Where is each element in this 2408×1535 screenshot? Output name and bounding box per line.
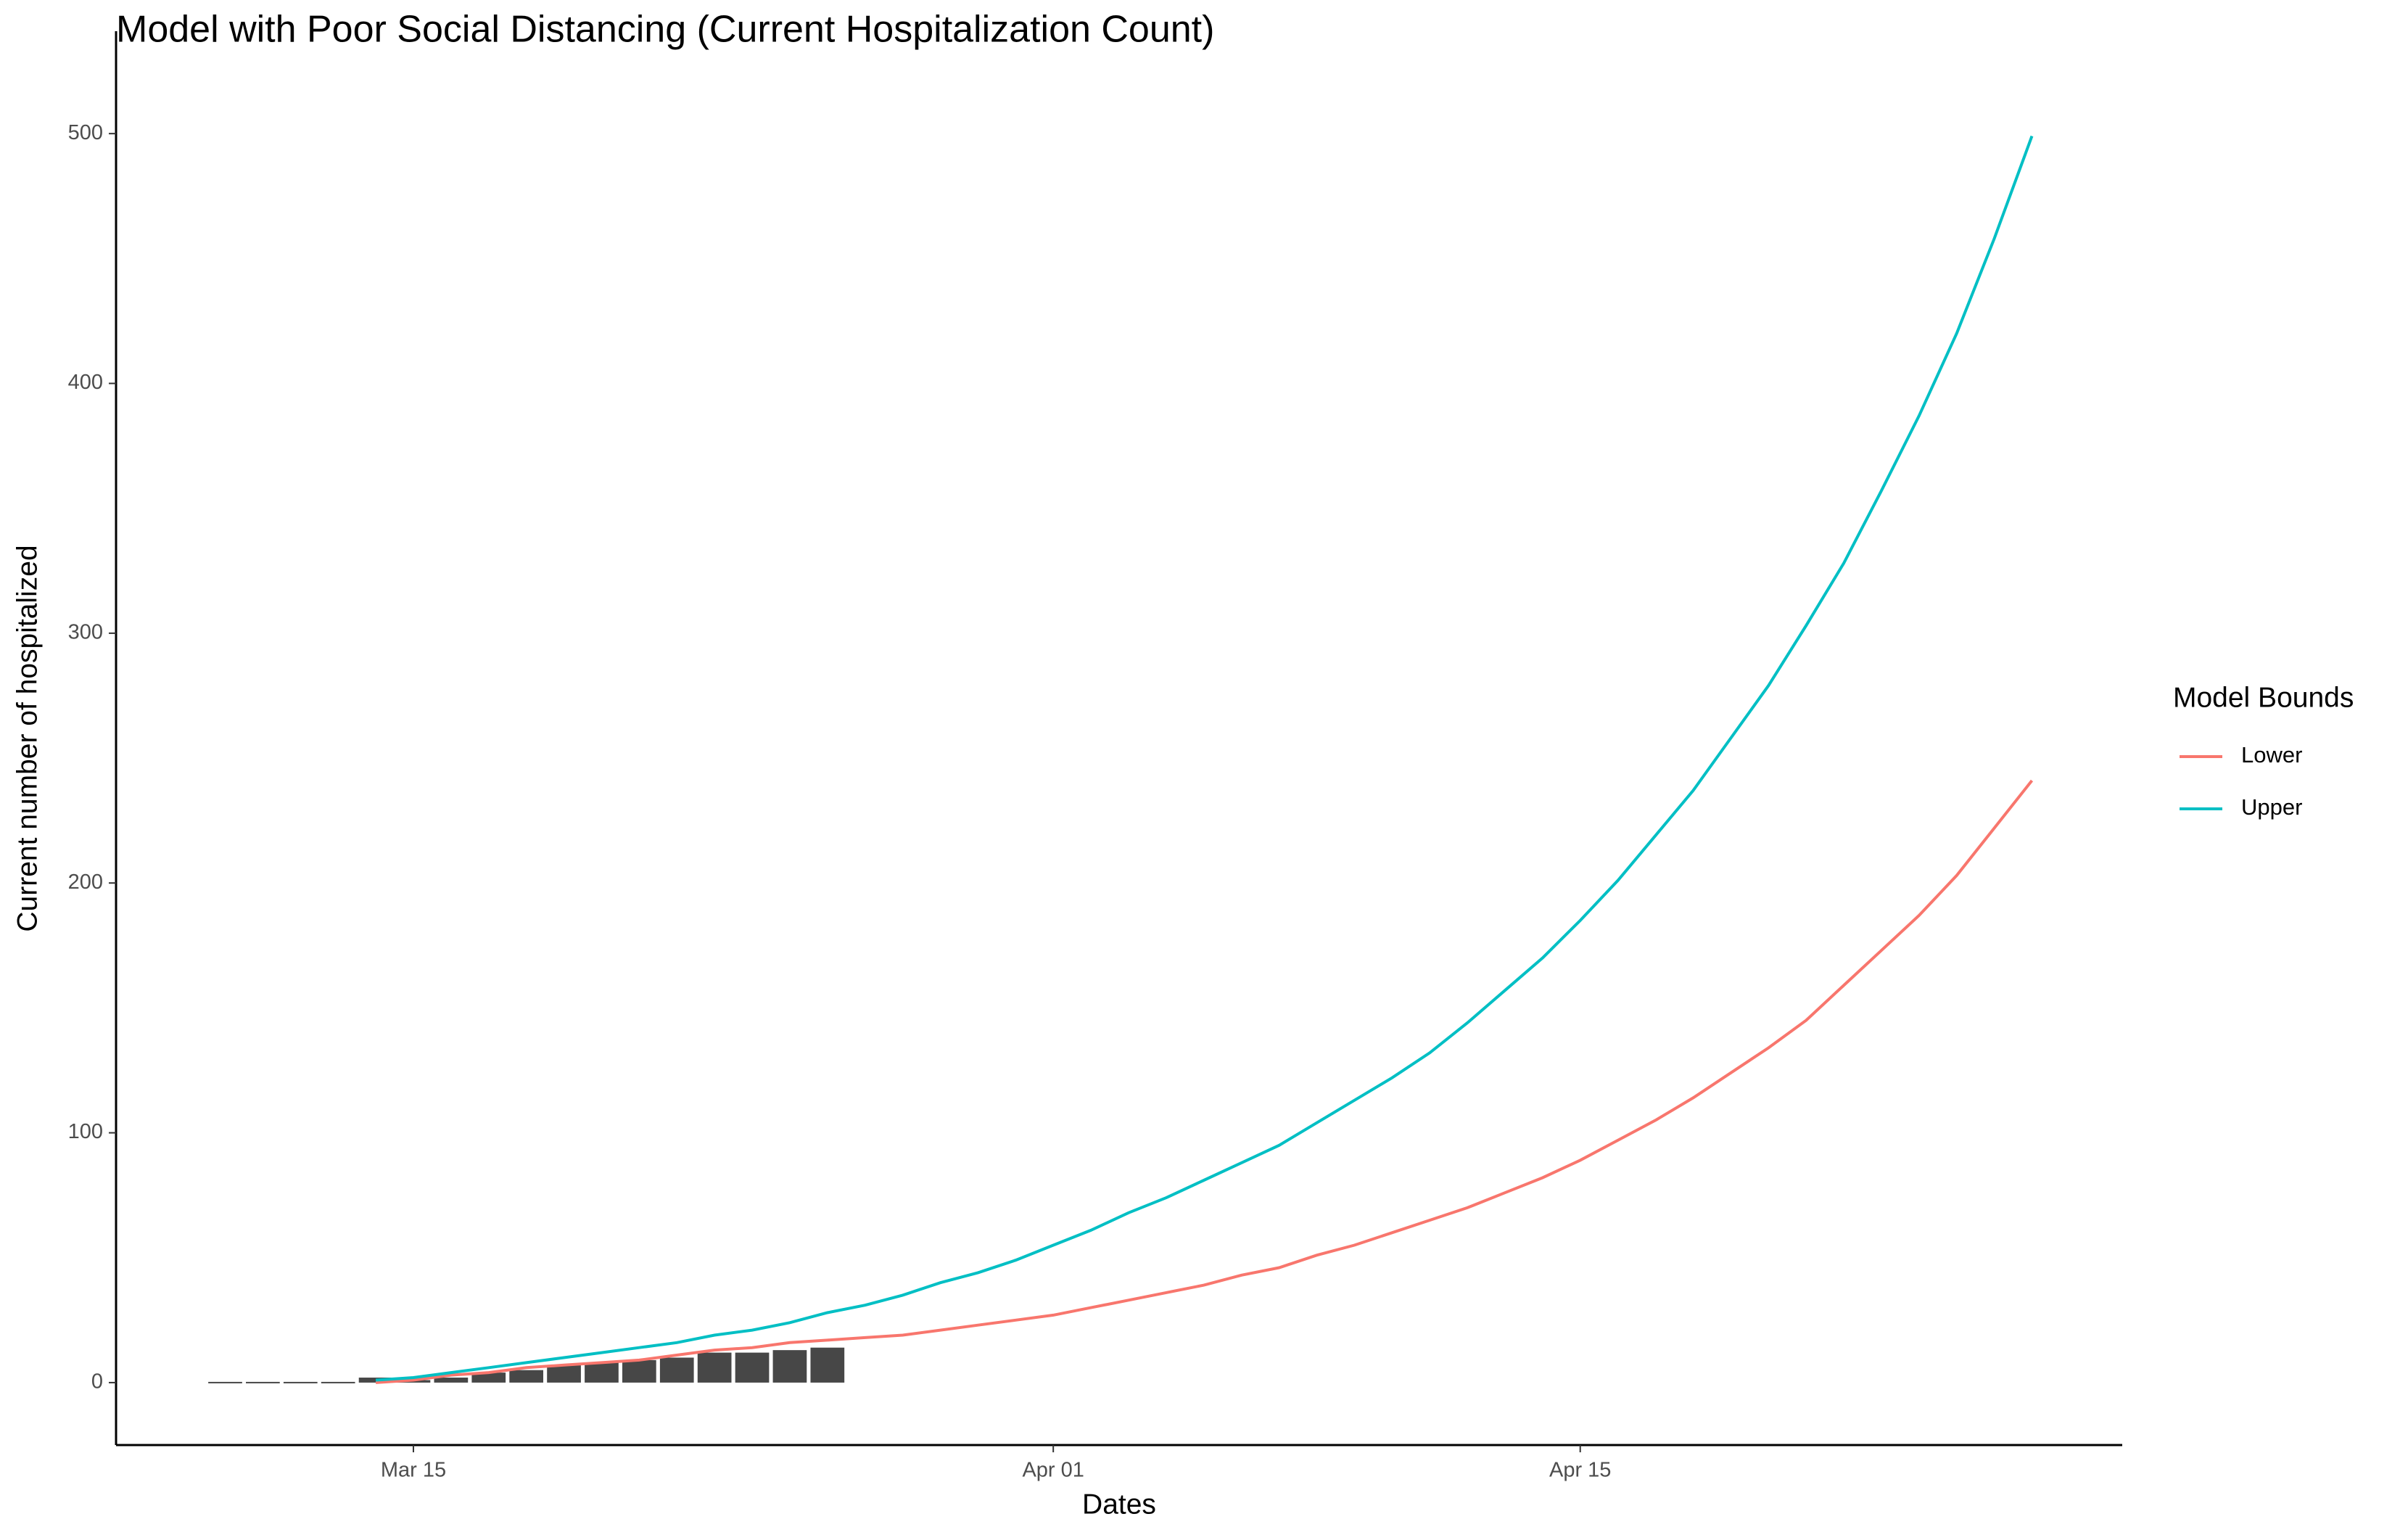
bar [659,1357,694,1383]
bar [585,1362,619,1383]
y-tick-label: 0 [91,1370,103,1394]
bar [321,1381,355,1383]
bar [471,1373,506,1383]
x-tick-label: Apr 15 [1549,1459,1611,1482]
bar [622,1359,656,1383]
bar [358,1378,393,1383]
legend-title: Model Bounds [2173,682,2354,713]
bar [509,1370,544,1383]
x-tick-label: Mar 15 [381,1459,446,1482]
legend-label: Upper [2241,794,2302,820]
bar [772,1350,807,1383]
legend-label: Lower [2241,742,2302,768]
y-tick-label: 300 [68,621,103,644]
bar [697,1352,732,1383]
y-tick-label: 100 [68,1120,103,1143]
y-axis-title: Current number of hospitalized [12,545,43,931]
y-tick-label: 400 [68,371,103,394]
bar [208,1381,242,1383]
line [375,779,2034,1384]
bar [810,1347,845,1383]
x-axis-title: Dates [1082,1489,1156,1520]
bar [735,1352,770,1383]
chart-title: Model with Poor Social Distancing (Curre… [116,9,1214,51]
y-tick-label: 200 [68,871,103,894]
line [375,135,2034,1382]
bar [246,1381,280,1383]
bar [434,1378,469,1383]
bar [547,1365,581,1383]
x-tick-label: Apr 01 [1022,1459,1084,1482]
bar [283,1381,318,1383]
y-tick-label: 500 [68,121,103,144]
